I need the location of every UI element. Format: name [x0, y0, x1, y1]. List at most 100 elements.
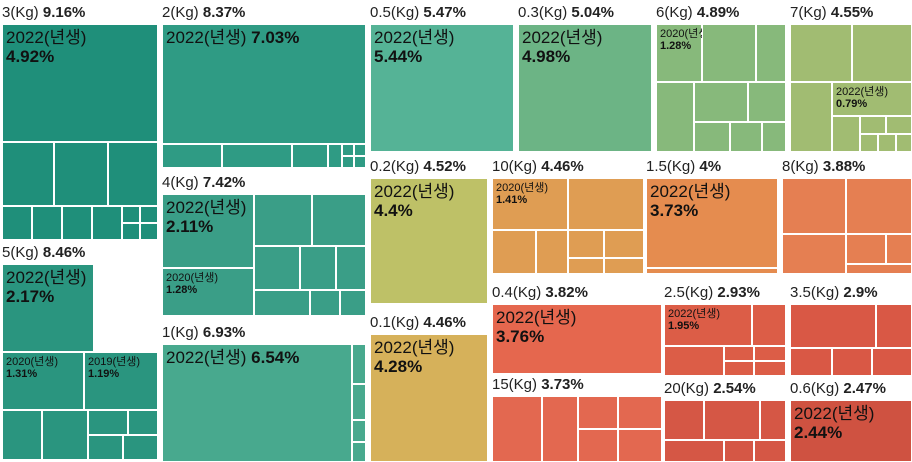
- treemap-cell[interactable]: [664, 346, 724, 376]
- treemap-group-1-5-kg[interactable]: 1.5(Kg) 4% 2022(년생) 3.73%: [646, 156, 778, 274]
- treemap-cell[interactable]: [88, 410, 128, 435]
- treemap-cell[interactable]: [724, 440, 754, 462]
- treemap-group-3-kg[interactable]: 3(Kg) 9.16% 2022(년생) 4.92%: [2, 2, 158, 240]
- treemap-cell[interactable]: [664, 400, 704, 440]
- treemap-cell[interactable]: [328, 144, 342, 168]
- treemap-cell[interactable]: [42, 410, 88, 460]
- treemap-cell[interactable]: [860, 134, 878, 152]
- treemap-cell[interactable]: [492, 396, 542, 462]
- treemap-cell[interactable]: [762, 122, 786, 152]
- treemap-cell[interactable]: [886, 234, 912, 264]
- treemap-group-0-2-kg[interactable]: 0.2(Kg) 4.52% 2022(년생) 4.4%: [370, 156, 488, 304]
- treemap-cell[interactable]: [754, 361, 786, 376]
- treemap-cell[interactable]: [832, 116, 860, 152]
- treemap-group-2-kg[interactable]: 2(Kg) 8.37% 2022(년생) 7.03%: [162, 2, 366, 168]
- treemap-cell[interactable]: [604, 230, 644, 258]
- treemap-cell[interactable]: 2019(년생) 1.19%: [84, 352, 158, 410]
- treemap-cell[interactable]: 2022(년생) 6.54%: [162, 344, 352, 462]
- treemap-cell[interactable]: 2020(년생) 1.28%: [162, 268, 254, 316]
- treemap-cell[interactable]: 2020(년생) 1.31%: [2, 352, 84, 410]
- treemap-cell[interactable]: [578, 396, 618, 429]
- treemap-cell[interactable]: [352, 384, 366, 420]
- treemap-cell[interactable]: [832, 348, 872, 376]
- treemap-group-1-kg[interactable]: 1(Kg) 6.93% 2022(년생) 6.54%: [162, 322, 366, 462]
- treemap-cell[interactable]: [342, 144, 354, 156]
- treemap-group-7-kg[interactable]: 7(Kg) 4.55% 2022(년생) 0.79%: [790, 2, 912, 152]
- treemap-cell[interactable]: [254, 290, 310, 316]
- treemap-cell[interactable]: [140, 206, 158, 223]
- treemap-cell[interactable]: [492, 230, 536, 274]
- treemap-cell[interactable]: [656, 82, 694, 152]
- treemap-cell[interactable]: [752, 304, 786, 346]
- treemap-cell[interactable]: [724, 346, 754, 361]
- treemap-cell[interactable]: [730, 122, 762, 152]
- treemap-cell[interactable]: [664, 440, 724, 462]
- treemap-cell[interactable]: [872, 348, 912, 376]
- treemap-cell[interactable]: [618, 396, 662, 429]
- treemap-cell[interactable]: 2022(년생) 1.95%: [664, 304, 752, 346]
- treemap-cell[interactable]: [760, 400, 786, 440]
- treemap-cell[interactable]: [88, 435, 123, 460]
- treemap-cell[interactable]: 2022(년생) 2.11%: [162, 194, 254, 268]
- treemap-cell[interactable]: [646, 268, 778, 274]
- treemap-cell[interactable]: [878, 134, 896, 152]
- treemap-group-8-kg[interactable]: 8(Kg) 3.88%: [782, 156, 912, 274]
- treemap-cell[interactable]: [790, 348, 832, 376]
- treemap-cell[interactable]: [32, 206, 62, 240]
- treemap-cell[interactable]: [782, 178, 846, 234]
- treemap-cell[interactable]: [846, 234, 886, 264]
- treemap-cell[interactable]: [92, 206, 122, 240]
- treemap-cell[interactable]: 2022(년생) 3.73%: [646, 178, 778, 268]
- treemap-cell[interactable]: [702, 24, 756, 82]
- treemap-cell[interactable]: [852, 24, 912, 82]
- treemap-group-0-6-kg[interactable]: 0.6(Kg) 2.47% 2022(년생) 2.44%: [790, 378, 912, 462]
- treemap-cell[interactable]: [694, 82, 748, 122]
- treemap-group-3-5-kg[interactable]: 3.5(Kg) 2.9%: [790, 282, 912, 378]
- treemap-cell[interactable]: 2022(년생) 0.79%: [832, 82, 912, 116]
- treemap-cell[interactable]: [618, 429, 662, 462]
- treemap-cell[interactable]: [568, 258, 604, 274]
- treemap-cell[interactable]: [748, 82, 786, 122]
- treemap-group-5-kg[interactable]: 5(Kg) 8.46% 2022(년생) 2.17% 2020(년생) 1.31% 201…: [2, 242, 158, 462]
- treemap-cell[interactable]: [790, 304, 876, 348]
- treemap-cell[interactable]: [886, 116, 912, 134]
- treemap-cell[interactable]: 2022(년생) 4.92%: [2, 24, 158, 142]
- treemap-cell[interactable]: [542, 396, 578, 462]
- treemap-cell[interactable]: [140, 223, 158, 240]
- treemap-cell[interactable]: [704, 400, 760, 440]
- treemap-cell[interactable]: 2022(년생) 4.98%: [518, 24, 652, 152]
- treemap-cell[interactable]: [860, 116, 886, 134]
- treemap-cell[interactable]: [2, 410, 42, 460]
- treemap-cell[interactable]: [254, 246, 300, 290]
- treemap-cell[interactable]: [694, 122, 730, 152]
- treemap-cell[interactable]: [846, 264, 912, 274]
- treemap-group-4-kg[interactable]: 4(Kg) 7.42% 2022(년생) 2.11% 2020(년생) 1.28%: [162, 172, 366, 318]
- treemap-cell[interactable]: [162, 144, 222, 168]
- treemap-cell[interactable]: 2020(년생) 1.41%: [492, 178, 568, 230]
- treemap-group-0-3-kg[interactable]: 0.3(Kg) 5.04% 2022(년생) 4.98%: [518, 2, 652, 152]
- treemap-group-20-kg[interactable]: 20(Kg) 2.54%: [664, 378, 786, 462]
- treemap-cell[interactable]: [340, 290, 366, 316]
- treemap-cell[interactable]: [578, 429, 618, 462]
- treemap-cell[interactable]: 2022(년생) 2.17%: [2, 264, 94, 352]
- treemap-group-10-kg[interactable]: 10(Kg) 4.46% 2020(년생) 1.41%: [492, 156, 644, 274]
- treemap-cell[interactable]: [312, 194, 366, 246]
- treemap-group-15-kg[interactable]: 15(Kg) 3.73%: [492, 374, 662, 462]
- treemap-cell[interactable]: [292, 144, 328, 168]
- treemap-cell[interactable]: [54, 142, 108, 206]
- treemap-cell[interactable]: [2, 142, 54, 206]
- treemap-cell[interactable]: [754, 346, 786, 361]
- treemap-cell[interactable]: [310, 290, 340, 316]
- treemap-cell[interactable]: [122, 223, 140, 240]
- treemap-cell[interactable]: [846, 178, 912, 234]
- treemap-cell[interactable]: 2020(년생) 1.28%: [656, 24, 712, 82]
- treemap-cell[interactable]: [62, 206, 92, 240]
- treemap-cell[interactable]: 2022(년생) 4.4%: [370, 178, 488, 304]
- treemap-cell[interactable]: [123, 435, 158, 460]
- treemap-cell[interactable]: [790, 82, 832, 152]
- treemap-cell[interactable]: [122, 206, 140, 223]
- treemap-cell[interactable]: [222, 144, 292, 168]
- treemap-cell[interactable]: [536, 230, 568, 274]
- treemap-cell[interactable]: [354, 156, 366, 168]
- treemap-group-6-kg[interactable]: 6(Kg) 4.89% 2020(년생) 1.28%: [656, 2, 786, 152]
